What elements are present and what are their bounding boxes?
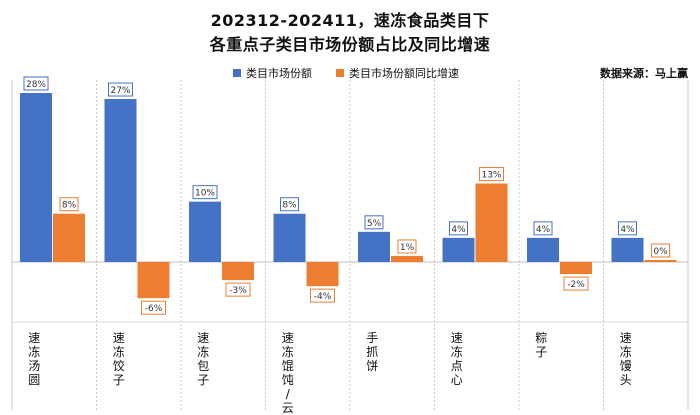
legend-swatch-share (233, 69, 241, 77)
category-label-char: 子 (197, 373, 209, 387)
data-label-growth: -4% (314, 292, 332, 302)
legend-label-share: 类目市场份额 (246, 67, 312, 80)
bar-share (358, 231, 390, 262)
category-label-char: 点 (451, 359, 463, 373)
data-label-growth: -2% (567, 280, 585, 290)
category-label-char: 速 (28, 331, 40, 345)
data-label-growth: 8% (62, 201, 77, 211)
data-label-growth-box (310, 288, 335, 303)
data-label-share-box (618, 221, 637, 236)
category-label-char: 包 (197, 359, 209, 373)
legend-label-growth: 类目市场份额同比增速 (349, 67, 459, 80)
data-source: 数据来源：马上赢 (600, 67, 688, 80)
data-label-share: 27% (110, 86, 130, 96)
category-label-char: 子 (113, 373, 125, 387)
category-label-char: 速 (113, 331, 125, 345)
category-label-char: 饼 (366, 359, 378, 373)
data-label-growth-box (397, 239, 417, 254)
category-label-char: 子 (535, 345, 547, 359)
category-label-char: 冻 (197, 344, 209, 359)
category-label-char: 抓 (366, 345, 378, 359)
chart-title-line-2: 各重点子类目市场份额占比及同比增速 (209, 35, 491, 54)
chart-title-line-1: 202312-202411，速冻食品类目下 (210, 11, 490, 30)
bar-growth (306, 262, 339, 287)
category-label-char: 速 (620, 331, 632, 345)
bar-share (20, 93, 52, 262)
data-label-share: 4% (620, 225, 635, 235)
category-label-char: 馒 (620, 359, 632, 373)
category-label-char: / (286, 387, 291, 401)
category-label-char: 心 (451, 373, 463, 387)
legend-item-share: 类目市场份额 (233, 65, 312, 81)
bar-share (611, 237, 644, 262)
category-label-char: 馄 (282, 359, 294, 373)
category-label-char: 冻 (620, 344, 632, 359)
data-label-share-box (364, 215, 384, 230)
data-label-share-box (533, 221, 553, 236)
bar-growth (391, 255, 423, 262)
bar-share (189, 201, 221, 262)
bar-share (273, 213, 306, 262)
category-label-char: 头 (620, 373, 632, 387)
bar-growth (644, 260, 677, 262)
category-label-char: 圆 (28, 373, 40, 387)
bar-share (104, 99, 137, 263)
data-label-share: 28% (26, 80, 46, 90)
data-label-share-box (449, 221, 468, 236)
data-label-share-box (280, 197, 299, 212)
category-label-char: 汤 (28, 359, 40, 373)
bar-growth (222, 262, 254, 281)
category-label-char: 云 (282, 401, 294, 415)
data-label-growth-box (59, 197, 79, 212)
category-label-char: 冻 (282, 344, 294, 359)
data-label-growth: 13% (481, 171, 501, 181)
data-label-growth: 0% (653, 247, 668, 257)
bar-growth (137, 262, 170, 299)
data-label-share: 5% (367, 219, 382, 229)
bar-growth (53, 213, 85, 262)
data-label-share: 4% (536, 225, 551, 235)
category-label-char: 速 (282, 331, 294, 345)
data-label-growth: -3% (229, 286, 247, 296)
data-label-growth: 1% (400, 243, 415, 253)
data-label-share: 8% (282, 201, 297, 211)
bar-growth (475, 183, 508, 262)
data-label-share: 4% (451, 225, 466, 235)
data-label-share-box (23, 76, 49, 91)
category-label-char: 冻 (451, 344, 463, 359)
data-label-share-box (108, 82, 133, 97)
data-label-growth-box (651, 243, 670, 258)
data-label-growth-box (141, 300, 166, 315)
category-label-char: 速 (451, 331, 463, 345)
bar-share (527, 237, 559, 262)
legend-swatch-growth (336, 69, 344, 77)
data-label-growth-box (479, 167, 504, 182)
bar-share (442, 237, 475, 262)
data-label-growth-box (563, 276, 589, 291)
category-label-char: 冻 (28, 344, 40, 359)
category-label-char: 速 (197, 331, 209, 345)
category-label-char: 手 (366, 331, 378, 345)
data-label-share: 10% (195, 189, 215, 199)
legend-item-growth: 类目市场份额同比增速 (336, 65, 459, 81)
category-label-char: 冻 (113, 344, 125, 359)
data-label-share-box (192, 185, 218, 200)
data-label-growth-box (225, 282, 251, 297)
bar-growth (560, 262, 592, 275)
category-label-char: 粽 (535, 330, 547, 345)
category-label-char: 饨 (282, 373, 294, 387)
data-label-growth: -6% (145, 304, 163, 314)
category-label-char: 饺 (113, 358, 125, 373)
